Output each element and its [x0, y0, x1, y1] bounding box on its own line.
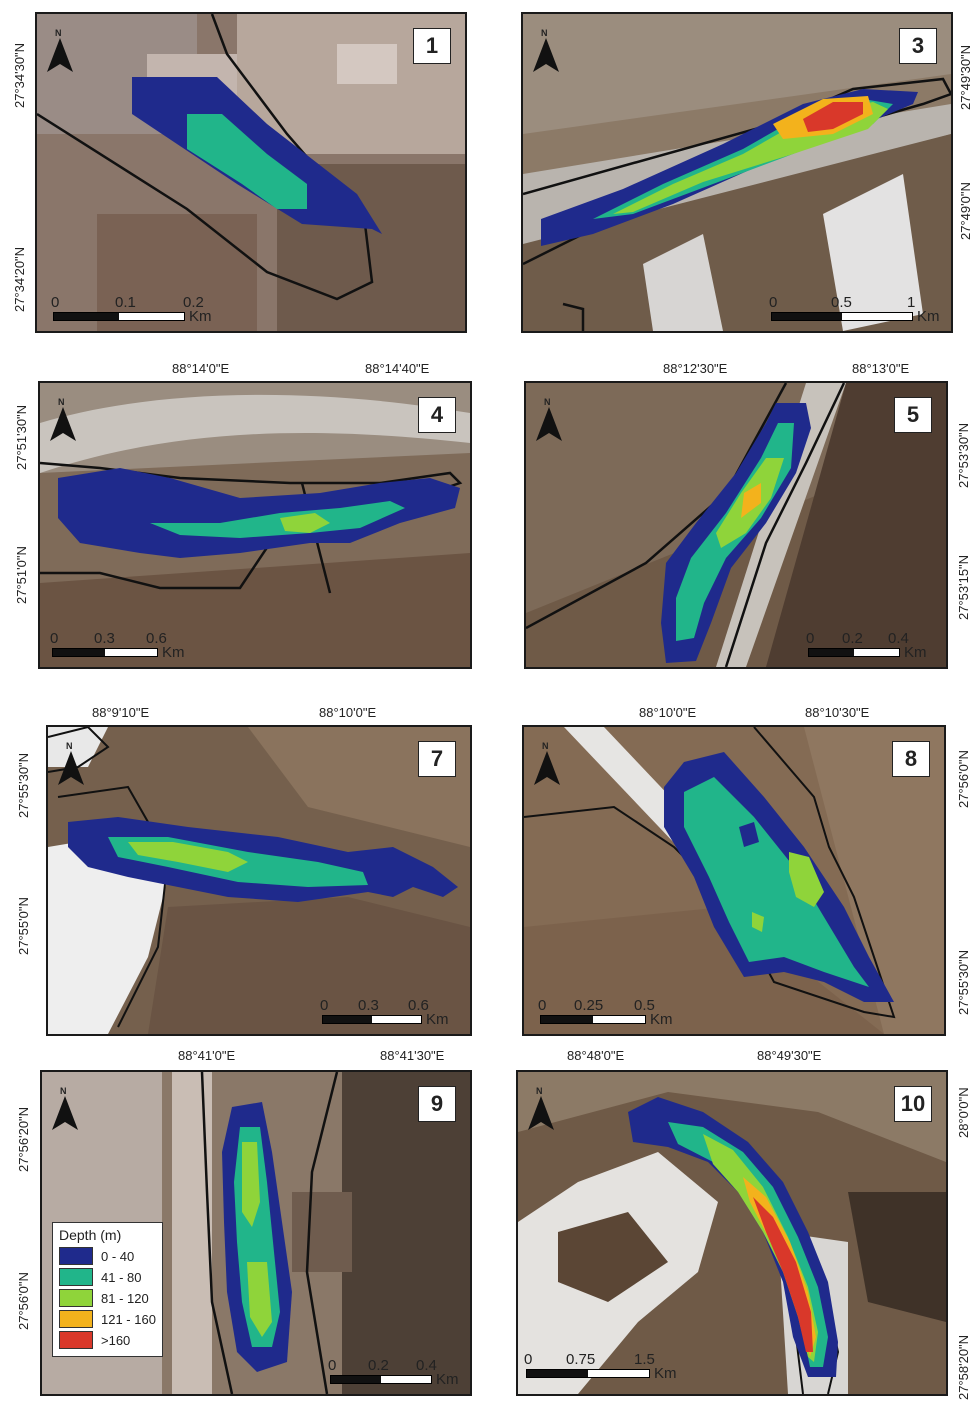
depth-41-80: [684, 777, 869, 987]
map-panel-8: N 8 0 0.25 0.5 Km: [522, 725, 946, 1036]
lat-label: 27°58'20"N: [956, 1334, 971, 1400]
depth-81-120: [242, 1142, 260, 1227]
lat-label: 27°34'20"N: [12, 246, 27, 312]
legend-item: 41 - 80: [59, 1268, 156, 1286]
terrain-image: [48, 727, 470, 1034]
panel-number: 3: [899, 28, 937, 64]
lat-label: 27°53'15"N: [956, 554, 971, 620]
panel-number: 7: [418, 741, 456, 777]
scale-bar: 0 0.3 0.6 Km: [50, 630, 185, 661]
legend-swatch: [59, 1310, 93, 1328]
depth-legend: Depth (m) 0 - 40 41 - 80 81 - 120 121 - …: [52, 1222, 163, 1357]
depth-0-40-hole: [739, 822, 759, 847]
legend-item: 121 - 160: [59, 1310, 156, 1328]
terrain-image: [524, 727, 944, 1034]
scale-bar: 0 0.2 0.4 Km: [328, 1357, 459, 1388]
lon-label: 88°13'0"E: [852, 361, 910, 376]
lat-label: 28°0'0"N: [956, 1087, 971, 1138]
legend-title: Depth (m): [59, 1227, 122, 1243]
legend-swatch: [59, 1289, 93, 1307]
panel-number: 9: [418, 1086, 456, 1122]
lat-label: 27°55'0"N: [16, 897, 31, 955]
lon-label: 88°14'40"E: [365, 361, 430, 376]
depth-0-40: [58, 468, 460, 558]
lon-label: 88°14'0"E: [172, 361, 230, 376]
lon-label: 88°41'0"E: [178, 1048, 236, 1063]
scale-bar: 0 0.5 1 Km: [769, 294, 940, 325]
map-panel-10: N 10 0 0.75 1.5 Km: [516, 1070, 948, 1396]
depth-81-120: [280, 513, 330, 533]
depth-121-160: [741, 483, 761, 518]
north-arrow: N: [528, 1086, 554, 1132]
north-arrow: N: [47, 28, 73, 74]
scale-bar: 0 0.3 0.6 Km: [320, 997, 449, 1028]
lat-label: 27°56'0"N: [16, 1272, 31, 1330]
scale-bar: 0 0.2 0.4 Km: [806, 630, 927, 661]
north-arrow: N: [534, 741, 560, 787]
terrain-image: [526, 383, 946, 667]
scale-bar: 0 0.1 0.2 Km: [51, 294, 212, 325]
legend-swatch: [59, 1268, 93, 1286]
lat-label: 27°51'30"N: [14, 404, 29, 470]
lon-label: 88°49'30"E: [757, 1048, 822, 1063]
lon-label: 88°10'0"E: [319, 705, 377, 720]
depth-gt160: [753, 1197, 813, 1352]
lat-label: 27°53'30"N: [956, 422, 971, 488]
north-arrow: N: [58, 741, 84, 787]
lon-label: 88°10'30"E: [805, 705, 870, 720]
lon-label: 88°41'30"E: [380, 1048, 445, 1063]
panel-number: 4: [418, 397, 456, 433]
lat-label: 27°55'30"N: [956, 949, 971, 1015]
lon-label: 88°9'10"E: [92, 705, 150, 720]
lon-label: 88°48'0"E: [567, 1048, 625, 1063]
lat-label: 27°51'0"N: [14, 546, 29, 604]
lat-label: 27°56'0"N: [956, 750, 971, 808]
map-panel-1: N 1 0 0.1 0.2 Km: [35, 12, 467, 333]
lat-label: 27°56'20"N: [16, 1106, 31, 1172]
terrain-image: [37, 14, 465, 331]
panel-number: 5: [894, 397, 932, 433]
panel-number: 1: [413, 28, 451, 64]
depth-81-120: [128, 842, 248, 872]
north-arrow: N: [52, 1086, 78, 1132]
lat-label: 27°34'30"N: [12, 42, 27, 108]
panel-number: 8: [892, 741, 930, 777]
depth-41-80: [150, 501, 405, 538]
map-panel-3: N 3 0 0.5 1 Km: [521, 12, 953, 333]
panel-number: 10: [894, 1086, 932, 1122]
terrain-image: [40, 383, 470, 667]
legend-item: >160: [59, 1331, 156, 1349]
lat-label: 27°55'30"N: [16, 752, 31, 818]
north-arrow: N: [533, 28, 559, 74]
depth-41-80: [187, 114, 307, 209]
terrain-image: [518, 1072, 946, 1394]
map-panel-7: N 7 0 0.3 0.6 Km: [46, 725, 472, 1036]
depth-81-120-b: [752, 912, 764, 932]
legend-swatch: [59, 1247, 93, 1265]
legend-swatch: [59, 1331, 93, 1349]
map-panel-4: N 4 0 0.3 0.6 Km: [38, 381, 472, 669]
north-arrow: N: [536, 397, 562, 443]
terrain-image: [523, 14, 951, 331]
north-arrow: N: [50, 397, 76, 443]
scale-bar: 0 0.25 0.5 Km: [538, 997, 673, 1028]
lat-label: 27°49'0"N: [958, 182, 973, 240]
map-panel-9: N 9 Depth (m) 0 - 40 41 - 80 81 - 120 12…: [40, 1070, 472, 1396]
map-panel-5: N 5 0 0.2 0.4 Km: [524, 381, 948, 669]
lat-label: 27°49'30"N: [958, 44, 973, 110]
lon-label: 88°12'30"E: [663, 361, 728, 376]
legend-item: 81 - 120: [59, 1289, 156, 1307]
legend-item: 0 - 40: [59, 1247, 156, 1265]
depth-gt160: [803, 102, 863, 132]
lon-label: 88°10'0"E: [639, 705, 697, 720]
scale-bar: 0 0.75 1.5 Km: [524, 1351, 677, 1382]
depth-81-120-b: [247, 1262, 272, 1337]
depth-81-120: [789, 852, 824, 907]
